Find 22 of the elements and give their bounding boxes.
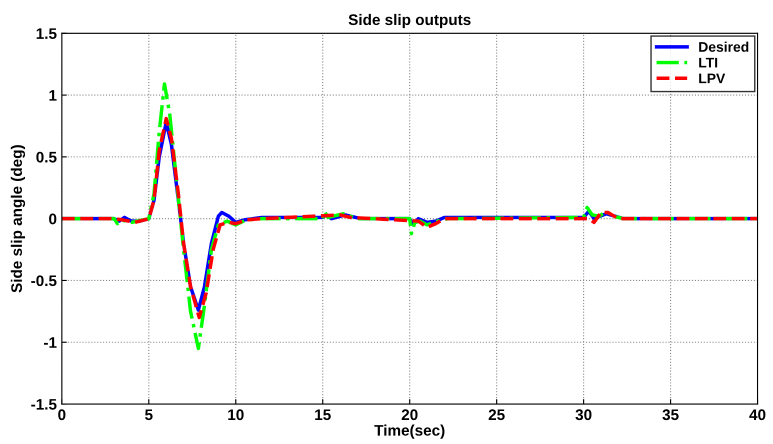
y-tick-label: 1.5	[36, 28, 57, 39]
x-tick-label: 35	[662, 409, 679, 420]
x-axis-title: Time(sec)	[374, 424, 444, 439]
y-axis-title: Side slip angle (deg)	[10, 145, 26, 292]
y-tick-label: 1	[49, 90, 57, 101]
x-tick-label: 15	[315, 409, 331, 420]
chart-title: Side slip outputs	[348, 14, 471, 28]
x-tick-label: 40	[749, 409, 766, 420]
x-tick-label: 25	[488, 409, 505, 420]
y-tick-label: -1	[44, 337, 57, 348]
y-tick-label: 0	[49, 214, 56, 224]
x-tick-label: 20	[402, 409, 418, 420]
y-tick-label: -0.5	[31, 275, 57, 286]
x-tick-label: 5	[145, 409, 153, 420]
x-tick-label: 0	[58, 409, 66, 420]
legend-label: Desired	[699, 42, 748, 52]
legend-label: LTI	[699, 58, 718, 68]
x-tick-label: 10	[228, 409, 244, 420]
y-tick-label: 0.5	[36, 152, 57, 163]
legend-label: LPV	[699, 74, 726, 84]
x-tick-label: 30	[575, 409, 592, 420]
y-tick-label: -1.5	[31, 399, 57, 410]
